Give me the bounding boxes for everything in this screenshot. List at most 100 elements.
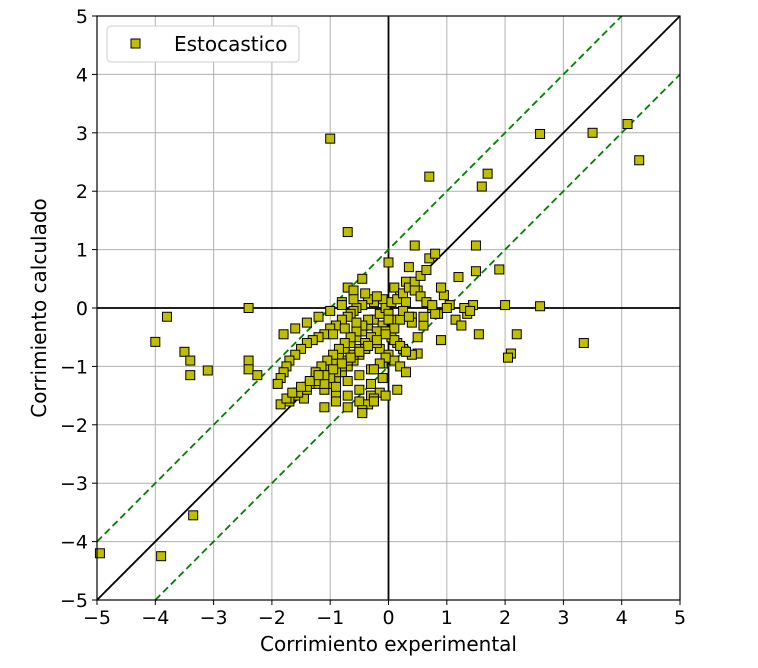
data-point <box>287 387 298 398</box>
legend-marker-estocastico <box>130 38 141 49</box>
data-point <box>380 390 391 401</box>
data-point <box>363 314 374 325</box>
data-point <box>395 340 406 351</box>
data-point <box>511 329 522 340</box>
data-point <box>278 329 289 340</box>
data-point <box>450 314 461 325</box>
data-point <box>272 378 283 389</box>
x-tick-label: 2 <box>499 607 511 629</box>
y-tick-label: 0 <box>76 298 88 320</box>
data-point <box>351 317 362 328</box>
data-point <box>275 399 286 410</box>
data-point <box>342 227 353 238</box>
data-point <box>301 317 312 328</box>
data-point <box>336 358 347 369</box>
data-point <box>535 301 546 312</box>
x-axis-label: Corrimiento experimental <box>260 632 517 656</box>
legend-label-estocastico: Estocastico <box>174 32 287 56</box>
data-point <box>313 370 324 381</box>
data-point <box>395 314 406 325</box>
x-tick-label: −2 <box>258 607 286 629</box>
data-point <box>243 364 254 375</box>
x-tick-label: −3 <box>200 607 228 629</box>
data-point <box>243 355 254 366</box>
data-point <box>354 384 365 395</box>
data-point <box>389 335 400 346</box>
data-point <box>348 294 359 305</box>
data-point <box>430 248 441 259</box>
data-point <box>243 303 254 313</box>
data-point <box>328 349 339 360</box>
data-point <box>345 352 356 363</box>
x-tick-label: −5 <box>83 607 111 629</box>
data-point <box>389 282 400 293</box>
y-tick-label: 4 <box>76 64 88 86</box>
data-point <box>398 305 409 316</box>
data-point <box>342 402 353 413</box>
data-point <box>578 338 589 349</box>
data-point <box>587 127 598 138</box>
data-point <box>304 376 315 386</box>
y-axis-label: Corrimiento calculado <box>27 198 51 418</box>
data-point <box>331 381 342 392</box>
data-point <box>202 365 213 376</box>
data-point <box>392 384 403 395</box>
data-point <box>325 133 336 144</box>
x-tick-label: −1 <box>316 607 344 629</box>
data-point <box>319 378 330 389</box>
data-point <box>400 367 411 378</box>
data-point <box>368 396 379 407</box>
data-point <box>470 240 481 251</box>
y-tick-label: −5 <box>60 590 88 612</box>
data-point <box>453 272 464 283</box>
data-point <box>380 329 391 340</box>
data-point <box>366 378 377 389</box>
band-line-0 <box>96 15 623 543</box>
y-tick-label: −1 <box>60 356 88 378</box>
data-point <box>409 240 420 251</box>
data-point <box>535 128 546 139</box>
data-point <box>622 119 633 130</box>
data-point <box>348 285 359 296</box>
data-point <box>424 171 435 182</box>
data-point <box>473 329 484 340</box>
data-point <box>360 288 371 299</box>
data-point <box>494 264 505 275</box>
data-point <box>354 346 365 357</box>
data-point <box>380 352 391 363</box>
data-point <box>281 393 292 404</box>
data-point <box>435 335 446 346</box>
band-line-1 <box>154 73 681 601</box>
data-point <box>354 396 365 407</box>
data-point <box>415 291 426 302</box>
data-point <box>374 358 385 369</box>
data-point <box>161 311 172 322</box>
x-tick-label: 4 <box>616 607 628 629</box>
data-point <box>383 257 394 268</box>
data-point <box>427 300 438 311</box>
data-point <box>412 332 423 343</box>
data-point <box>339 323 350 334</box>
data-point <box>421 265 432 276</box>
x-tick-label: −4 <box>141 607 169 629</box>
data-point <box>252 370 263 381</box>
data-point <box>371 335 382 346</box>
data-point <box>313 311 324 322</box>
y-tick-label: 3 <box>76 123 88 145</box>
legend-box <box>106 25 300 63</box>
data-point <box>383 314 394 325</box>
data-point <box>441 303 452 313</box>
data-point <box>342 390 353 401</box>
data-point <box>339 338 350 349</box>
data-point <box>342 376 353 386</box>
data-point <box>634 155 645 166</box>
data-point <box>185 355 196 366</box>
data-point <box>150 336 161 347</box>
data-point <box>336 300 347 311</box>
data-point <box>465 305 476 316</box>
y-tick-label: −3 <box>60 473 88 495</box>
data-point <box>377 373 388 384</box>
data-point <box>345 332 356 343</box>
y-tick-label: 5 <box>76 6 88 28</box>
x-tick-label: 3 <box>557 607 569 629</box>
